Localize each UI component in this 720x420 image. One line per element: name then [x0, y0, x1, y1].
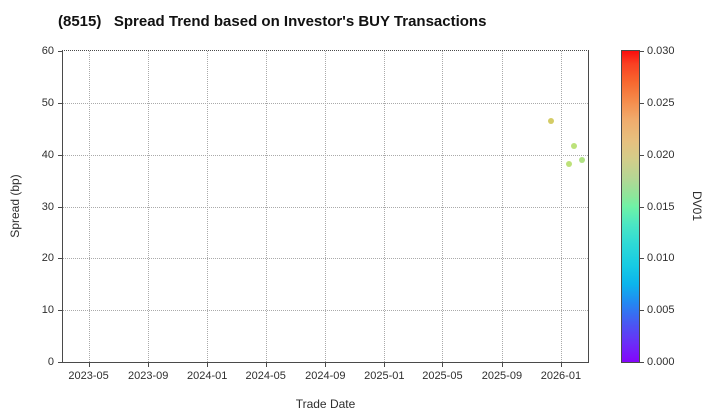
y-tick-mark: [58, 51, 62, 52]
y-tick-mark: [58, 258, 62, 260]
x-tick-label: 2026-01: [540, 370, 582, 382]
x-tick-label: 2024-09: [305, 370, 346, 382]
y-gridline: [63, 258, 588, 260]
x-tick-mark: [265, 363, 267, 367]
colorbar-tick-mark: [640, 154, 644, 156]
y-gridline: [63, 154, 588, 156]
chart-title: (8515) Spread Trend based on Investor's …: [58, 13, 487, 30]
y-tick-label: 60: [41, 45, 54, 57]
y-tick-label: 0: [47, 356, 54, 368]
plot-area: [62, 50, 589, 363]
colorbar-tick-label: 0.015: [647, 200, 675, 213]
y-tick-mark: [58, 154, 62, 156]
colorbar-tick-label: 0.010: [647, 252, 675, 265]
y-gridline: [63, 206, 588, 208]
colorbar-tick-mark: [640, 206, 644, 208]
y-tick-label: 30: [41, 200, 54, 213]
colorbar-tick-mark: [640, 362, 644, 363]
y-tick-mark: [58, 362, 62, 363]
x-axis-label: Trade Date: [295, 397, 356, 411]
x-tick-label: 2025-01: [364, 370, 405, 382]
x-tick-label: 2025-09: [481, 370, 523, 382]
data-point: [548, 117, 555, 124]
x-tick-label: 2023-09: [128, 370, 169, 382]
y-tick-mark: [58, 206, 62, 208]
y-gridline: [63, 310, 588, 312]
x-tick-label: 2024-05: [245, 370, 286, 382]
y-tick-label: 10: [41, 304, 54, 317]
y-tick-label: 50: [41, 96, 54, 109]
y-gridline: [63, 102, 588, 104]
x-tick-label: 2023-05: [68, 370, 109, 382]
colorbar-label: DV01: [690, 190, 704, 222]
colorbar-tick-label: 0.020: [647, 148, 675, 161]
x-tick-mark: [325, 363, 327, 367]
colorbar-tick-label: 0.005: [647, 304, 675, 317]
data-point: [578, 157, 585, 164]
y-tick-mark: [58, 102, 62, 104]
colorbar-tick-label: 0.030: [647, 45, 675, 57]
data-point: [565, 160, 572, 167]
x-tick-mark: [501, 363, 503, 367]
x-tick-mark: [442, 363, 444, 367]
x-tick-mark: [560, 363, 562, 367]
y-tick-label: 20: [41, 252, 54, 265]
colorbar-tick-mark: [640, 102, 644, 104]
colorbar-tick-mark: [640, 258, 644, 260]
x-tick-label: 2025-05: [422, 370, 463, 382]
y-tick-label: 40: [41, 148, 54, 161]
data-point: [570, 143, 577, 150]
x-tick-mark: [384, 363, 386, 367]
x-tick-mark: [88, 363, 90, 367]
x-tick-label: 2024-01: [187, 370, 228, 382]
colorbar-tick-label: 0.025: [647, 96, 675, 109]
colorbar: [621, 50, 640, 363]
x-tick-mark: [148, 363, 150, 367]
colorbar-tick-label: 0.000: [647, 356, 675, 368]
colorbar-tick-mark: [640, 310, 644, 312]
colorbar-tick-mark: [640, 51, 644, 52]
y-tick-mark: [58, 310, 62, 312]
x-tick-mark: [207, 363, 209, 367]
